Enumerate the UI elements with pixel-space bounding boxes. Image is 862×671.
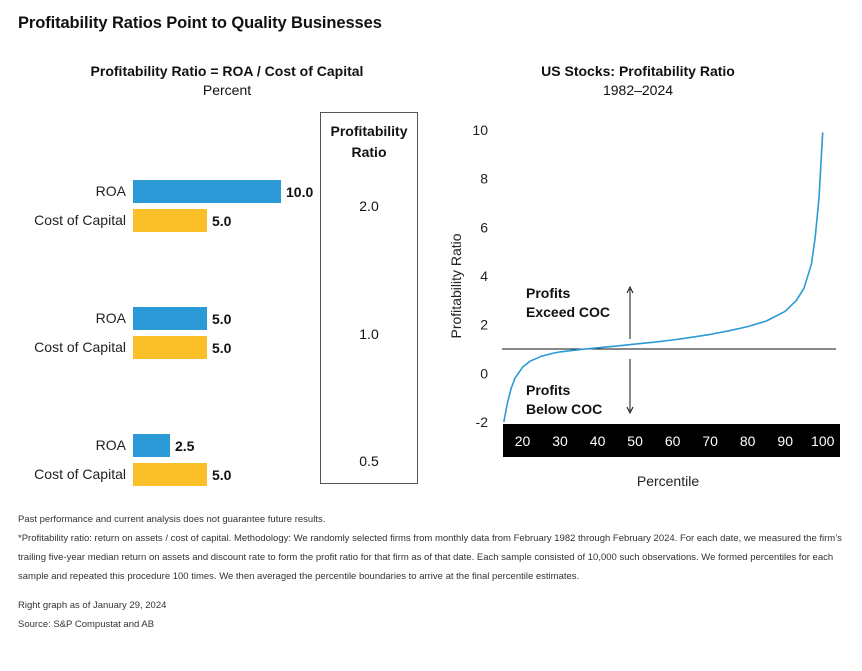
y-tick-label: 2: [480, 317, 488, 333]
footnote-line: trailing five-year median return on asse…: [18, 552, 834, 563]
y-tick-label: 6: [480, 219, 488, 235]
x-tick-label: 60: [665, 433, 681, 449]
percentile-curve: [503, 132, 824, 423]
footnote-line: sample and repeated this procedure 100 t…: [18, 571, 580, 582]
roa-bar: [133, 180, 281, 203]
x-tick-label: 50: [627, 433, 643, 449]
bar-value-label: 10.0: [286, 184, 313, 200]
bar-value-label: 5.0: [212, 311, 232, 327]
y-tick-label: 4: [480, 268, 488, 284]
y-tick-label: 0: [480, 365, 488, 381]
annotation-above-line2: Exceed COC: [526, 304, 610, 320]
ratio-header-line2: Ratio: [351, 144, 387, 160]
ratio-header-line1: Profitability: [330, 123, 408, 139]
x-tick-label: 80: [740, 433, 756, 449]
bar-category-label: Cost of Capital: [34, 339, 126, 355]
right-chart-subtitle: 1982–2024: [602, 82, 674, 98]
footnote-line: Past performance and current analysis do…: [18, 514, 326, 525]
x-tick-label: 100: [811, 433, 835, 449]
left-chart-subtitle: Percent: [202, 82, 252, 98]
bar-value-label: 2.5: [175, 438, 195, 454]
source-note: Source: S&P Compustat and AB: [18, 619, 155, 630]
bar-category-label: ROA: [96, 437, 127, 453]
roa-bar: [133, 434, 170, 457]
annotation-below-line1: Profits: [526, 382, 571, 398]
x-tick-label: 30: [552, 433, 568, 449]
roa-bar: [133, 307, 207, 330]
coc-bar: [133, 463, 207, 486]
bar-category-label: ROA: [96, 310, 127, 326]
bar-category-label: Cost of Capital: [34, 212, 126, 228]
bar-value-label: 5.0: [212, 340, 232, 356]
annotation-above-line1: Profits: [526, 285, 571, 301]
bar-category-label: Cost of Capital: [34, 466, 126, 482]
left-chart-title: Profitability Ratio = ROA / Cost of Capi…: [90, 63, 364, 79]
x-axis-band: [503, 424, 840, 457]
y-tick-label: 10: [472, 122, 488, 138]
coc-bar: [133, 336, 207, 359]
footnote-line: *Profitability ratio: return on assets /…: [18, 533, 842, 544]
x-axis-label: Percentile: [637, 473, 699, 489]
x-tick-label: 40: [590, 433, 606, 449]
ratio-box: Profitability Ratio 2.0 1.0 0.5: [320, 112, 418, 484]
x-tick-label: 20: [515, 433, 531, 449]
bar-value-label: 5.0: [212, 467, 232, 483]
bar-chart: ROA 10.0 Cost of Capital 5.0 ROA 5.0 Cost of C…: [34, 180, 313, 486]
bar-category-label: ROA: [96, 183, 127, 199]
main-title: Profitability Ratios Point to Quality Bu…: [18, 14, 382, 32]
bar-value-label: 5.0: [212, 213, 232, 229]
x-tick-label: 90: [777, 433, 793, 449]
down-arrowhead-icon: [626, 406, 634, 415]
y-axis-label: Profitability Ratio: [448, 233, 464, 338]
ratio-header: Profitability Ratio: [321, 121, 417, 163]
x-tick-label: 70: [702, 433, 718, 449]
right-chart-title: US Stocks: Profitability Ratio: [541, 63, 735, 79]
up-arrowhead-icon: [626, 285, 634, 294]
ratio-value: 2.0: [359, 198, 379, 214]
ratio-value: 1.0: [359, 326, 379, 342]
as-of-note: Right graph as of January 29, 2024: [18, 600, 167, 611]
notes: Right graph as of January 29, 2024 Sourc…: [18, 598, 848, 632]
annotation-below-line2: Below COC: [526, 401, 602, 417]
coc-bar: [133, 209, 207, 232]
line-chart: -2 0 2 4 6 8 10 Profitability Ratio 20 30 40 50 60 70…: [448, 122, 840, 489]
y-tick-label: 8: [480, 171, 488, 187]
ratio-value: 0.5: [359, 453, 379, 469]
y-tick-label: -2: [476, 414, 489, 430]
footnotes: Past performance and current analysis do…: [18, 512, 848, 584]
